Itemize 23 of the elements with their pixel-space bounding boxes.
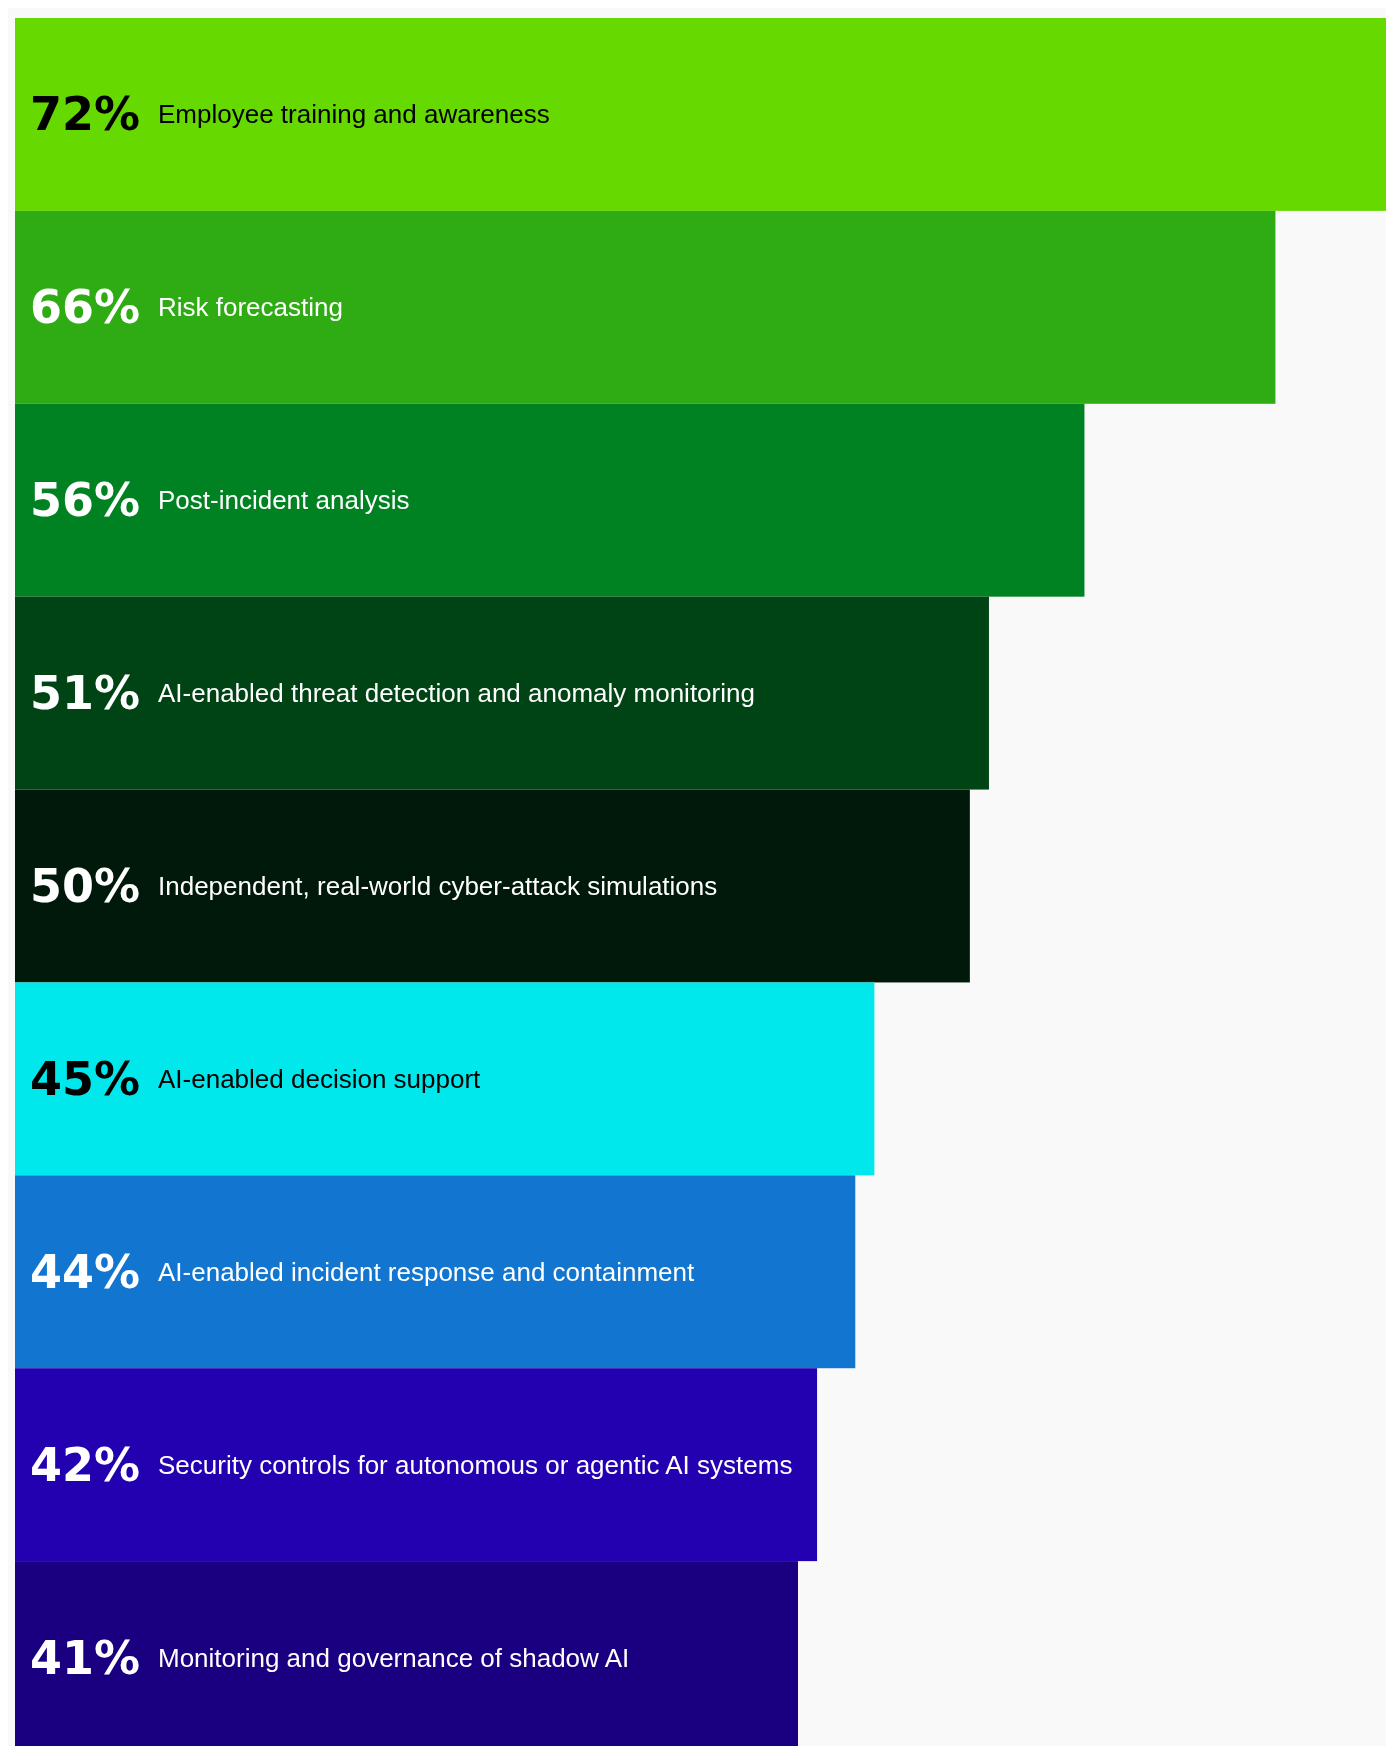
y-tick-label: Independent, real-world cyber-attack simulations (158, 871, 718, 901)
bar (15, 403, 1085, 597)
data-label: 72% (29, 87, 140, 142)
y-tick-label: AI-enabled threat detection and anomaly monitoring (158, 678, 755, 709)
data-label: 51% (29, 666, 140, 721)
data-label: 42% (29, 1437, 140, 1492)
y-tick-label: AI-enabled decision support (158, 1063, 482, 1094)
data-label: 66% (29, 280, 140, 335)
data-label: 41% (29, 1630, 140, 1685)
y-tick-label: Employee training and awareness (158, 99, 550, 130)
data-label: 56% (29, 473, 140, 528)
y-tick-label: AI-enabled incident response and containment (158, 1256, 696, 1287)
y-tick-label: Monitoring and governance of shadow AI (158, 1642, 630, 1673)
data-label: 44% (29, 1244, 140, 1299)
data-label: 50% (29, 859, 140, 913)
bar (15, 1175, 856, 1369)
y-tick-label: Post-incident analysis (158, 485, 410, 516)
bar (15, 596, 989, 790)
bar (15, 789, 970, 983)
y-tick-label: Security controls for autonomous or agentic AI systems (158, 1449, 793, 1480)
bar (15, 982, 875, 1176)
y-tick-label: Risk forecasting (158, 292, 343, 323)
data-label: 45% (29, 1051, 140, 1106)
